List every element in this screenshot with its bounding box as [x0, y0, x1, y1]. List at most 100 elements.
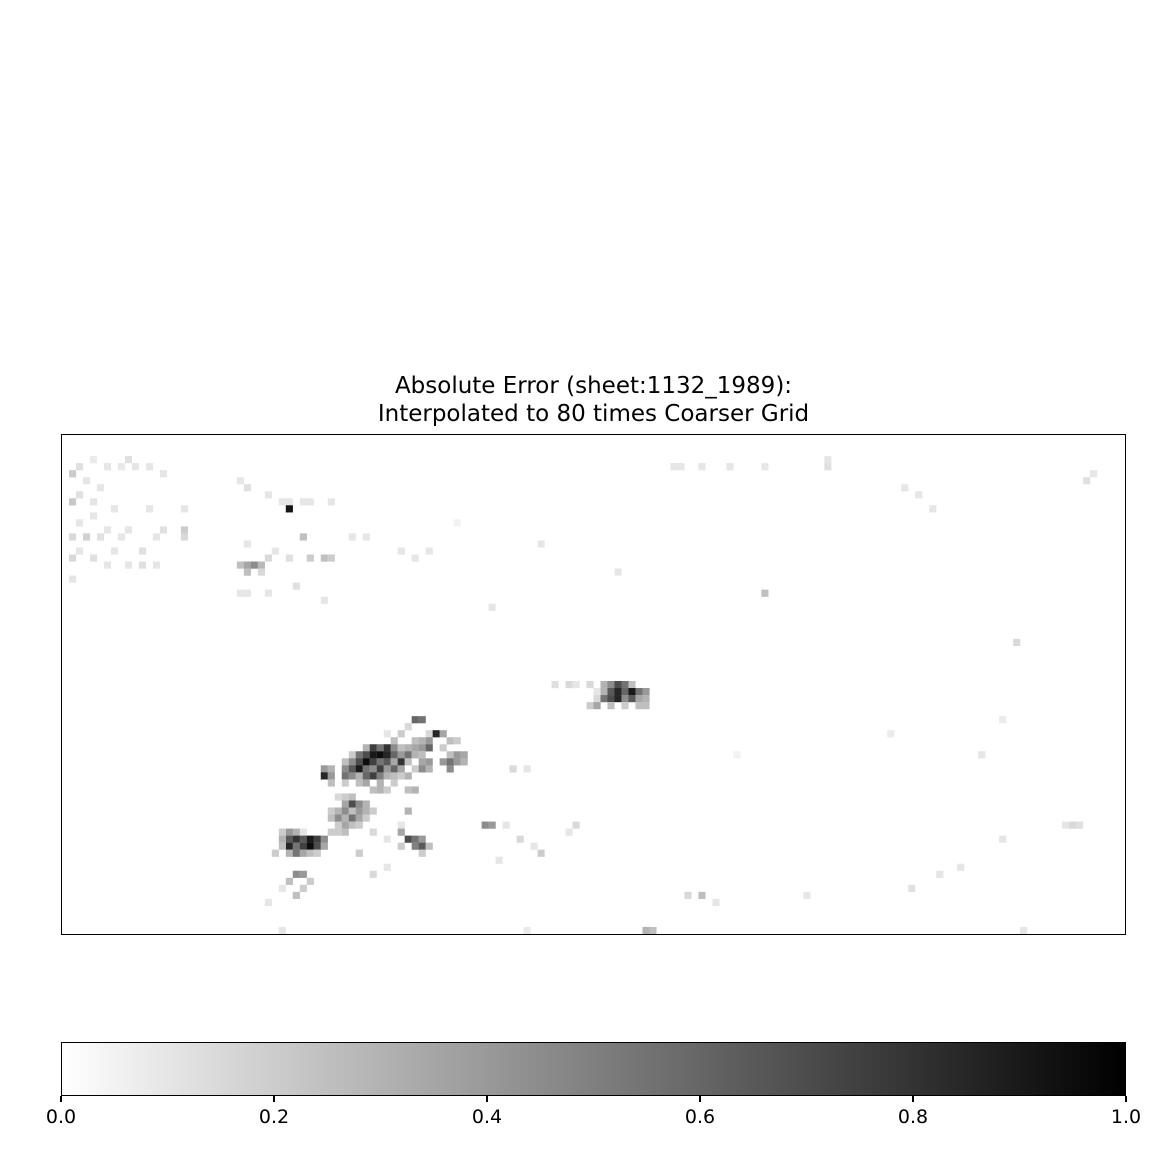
- heatmap-cell: [341, 772, 349, 780]
- heatmap-cell: [418, 744, 426, 752]
- heatmap-cell: [334, 807, 342, 815]
- heatmap-cell: [264, 898, 272, 907]
- heatmap-cell: [138, 547, 147, 555]
- heatmap-cell: [299, 842, 307, 850]
- heatmap-cell: [96, 484, 105, 492]
- heatmap-cell: [285, 877, 293, 885]
- heatmap-cell: [614, 680, 622, 689]
- heatmap-cell: [299, 884, 307, 892]
- heatmap-cell: [362, 744, 370, 752]
- heatmap-cell: [614, 688, 622, 696]
- heatmap-cell: [425, 842, 433, 850]
- chart-title: Absolute Error (sheet:1132_1989): Interp…: [61, 372, 1126, 428]
- heatmap-cell: [355, 751, 363, 759]
- heatmap-cell: [75, 463, 84, 471]
- heatmap-cell: [418, 737, 426, 745]
- heatmap-cell: [936, 870, 944, 878]
- heatmap-cell: [460, 758, 468, 766]
- heatmap-cell: [243, 561, 251, 569]
- heatmap-cell: [369, 807, 377, 815]
- heatmap-cell: [313, 842, 321, 850]
- heatmap-cell: [432, 730, 440, 738]
- heatmap-cell: [180, 526, 189, 534]
- heatmap-cell: [285, 849, 293, 857]
- heatmap-cell: [152, 561, 161, 569]
- heatmap-cell: [418, 765, 426, 773]
- heatmap-cell: [243, 589, 251, 597]
- heatmap-cell: [1090, 470, 1098, 478]
- heatmap-cell: [292, 842, 300, 850]
- heatmap-cell: [236, 561, 244, 569]
- heatmap-cell: [369, 765, 377, 773]
- heatmap-cell: [75, 547, 84, 555]
- colorbar-tick: [699, 1096, 701, 1102]
- heatmap: [68, 456, 1098, 934]
- colorbar-tick-label: 0.6: [684, 1106, 716, 1128]
- heatmap-cell: [446, 758, 454, 766]
- heatmap-cell: [376, 751, 384, 759]
- heatmap-cell: [285, 828, 293, 836]
- heatmap-cell: [383, 744, 391, 752]
- heatmap-cell: [348, 772, 356, 780]
- heatmap-cell: [320, 554, 328, 562]
- colorbar-tick-label: 0.4: [471, 1106, 503, 1128]
- heatmap-cell: [68, 554, 77, 562]
- heatmap-cell: [397, 828, 405, 836]
- heatmap-cell: [425, 730, 433, 738]
- heatmap-cell: [348, 758, 356, 766]
- colorbar-tick: [60, 1096, 62, 1102]
- heatmap-cell: [411, 737, 419, 745]
- heatmap-cell: [733, 751, 741, 759]
- heatmap-cell: [418, 842, 426, 850]
- heatmap-cell: [376, 765, 384, 773]
- heatmap-cell: [390, 765, 398, 773]
- heatmap-cell: [264, 554, 272, 562]
- heatmap-cell: [446, 765, 454, 773]
- heatmap-cell: [124, 456, 133, 464]
- heatmap-cell: [404, 835, 412, 843]
- colorbar-tick: [486, 1096, 488, 1102]
- heatmap-cell: [635, 695, 643, 703]
- heatmap-cell: [334, 821, 342, 829]
- heatmap-cell: [600, 688, 608, 696]
- heatmap-cell: [243, 568, 251, 576]
- heatmap-cell: [369, 758, 377, 766]
- heatmap-cell: [383, 786, 391, 794]
- heatmap-cell: [411, 786, 419, 794]
- heatmap-cell: [110, 547, 119, 555]
- heatmap-cell: [341, 821, 349, 829]
- heatmap-cell: [621, 688, 629, 696]
- heatmap-cell: [418, 835, 426, 843]
- heatmap-cell: [642, 926, 650, 934]
- heatmap-cell: [327, 828, 335, 836]
- heatmap-cell: [376, 744, 384, 752]
- heatmap-cell: [376, 758, 384, 766]
- heatmap-cell: [180, 505, 189, 513]
- heatmap-cell: [320, 765, 328, 773]
- heatmap-cell: [649, 926, 657, 934]
- heatmap-cell: [446, 737, 454, 745]
- heatmap-cell: [355, 807, 363, 815]
- heatmap-cell: [341, 765, 349, 773]
- heatmap-cell: [397, 547, 405, 555]
- heatmap-cell: [271, 849, 279, 857]
- heatmap-cell: [901, 484, 909, 492]
- heatmap-cell: [327, 765, 335, 773]
- heatmap-cell: [460, 751, 468, 759]
- heatmap-cell: [677, 463, 685, 471]
- heatmap-cell: [299, 498, 307, 506]
- heatmap-cell: [306, 842, 314, 850]
- heatmap-cell: [341, 779, 349, 787]
- heatmap-cell: [341, 807, 349, 815]
- heatmap-cell: [341, 800, 349, 808]
- heatmap-cell: [341, 758, 349, 766]
- heatmap-cell: [418, 849, 426, 857]
- colorbar-tick-label: 0.2: [258, 1106, 290, 1128]
- heatmap-cell: [117, 463, 126, 471]
- heatmap-cell: [278, 926, 286, 934]
- heatmap-cell: [369, 786, 377, 794]
- heatmap-cell: [383, 765, 391, 773]
- heatmap-cell: [68, 575, 77, 583]
- heatmap-cell: [600, 695, 608, 703]
